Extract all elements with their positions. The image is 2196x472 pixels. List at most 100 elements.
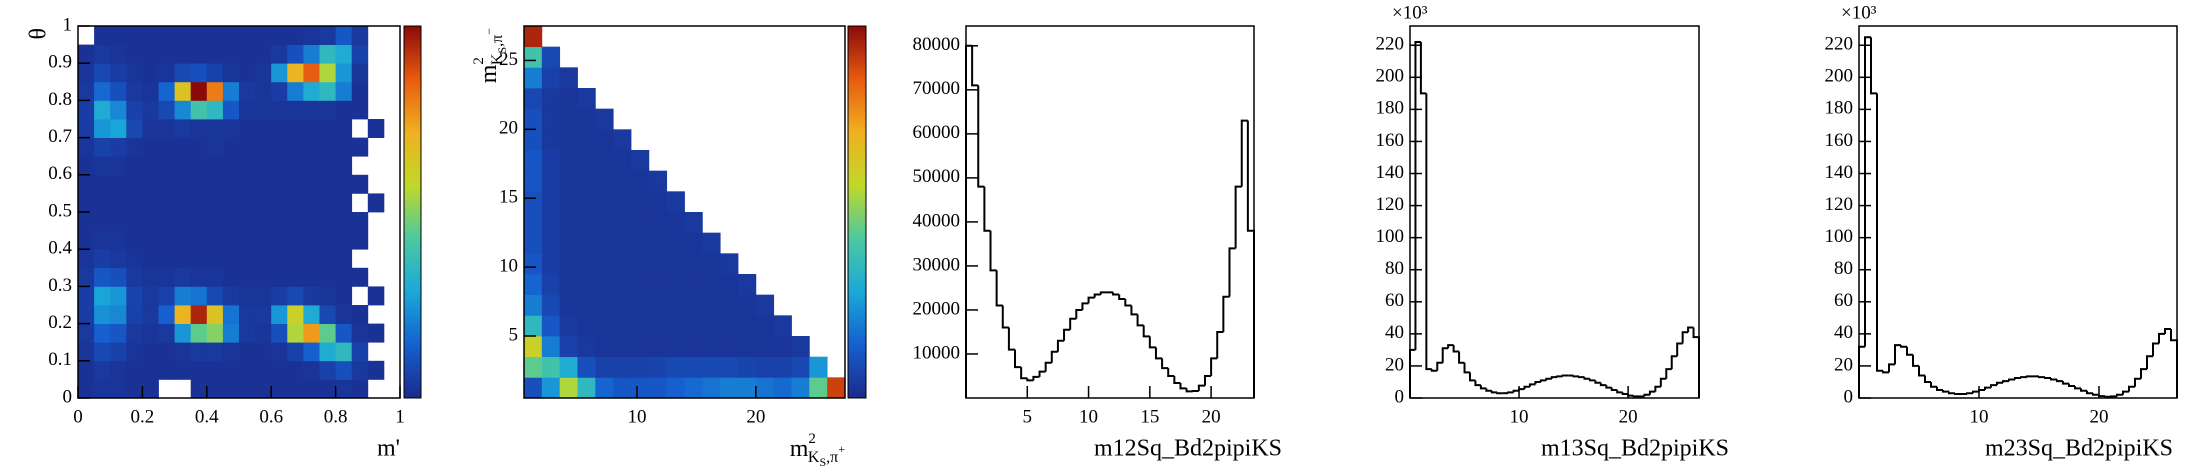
- heatmap-cell: [174, 267, 192, 287]
- heatmap-cell: [271, 249, 288, 269]
- heatmap-cell: [255, 174, 272, 194]
- heatmap-cell: [595, 212, 614, 234]
- heatmap-cell: [158, 360, 175, 380]
- heatmap-cell: [702, 377, 721, 399]
- heatmap-cell: [559, 150, 578, 172]
- heatmap-cell: [271, 156, 288, 176]
- heatmap-cell: [271, 267, 288, 287]
- heatmap-cell: [773, 356, 792, 378]
- heatmap-cell: [206, 119, 224, 138]
- heatmap-cell: [524, 46, 543, 68]
- heatmap-cell: [335, 137, 353, 157]
- heatmap-cell: [524, 294, 543, 316]
- histogram-bin: [1032, 375, 1040, 381]
- heatmap-cell: [666, 336, 685, 358]
- histogram-bin: [1161, 358, 1169, 370]
- heatmap-cell: [613, 191, 632, 213]
- heatmap-cell: [335, 323, 353, 343]
- histogram-bin: [1990, 384, 1997, 388]
- heatmap-cell: [126, 379, 143, 399]
- heatmap-cell: [319, 63, 336, 83]
- histogram-bin: [977, 85, 985, 188]
- y-tick-label: 40: [1834, 322, 1853, 343]
- heatmap-cell: [206, 286, 224, 306]
- heatmap-cell: [222, 156, 240, 176]
- heatmap-cell: [142, 63, 159, 83]
- heatmap-cell: [190, 323, 208, 343]
- y-tick-label: 15: [499, 187, 518, 208]
- y-tick-label: 70000: [913, 78, 961, 99]
- histogram-bin: [1081, 302, 1089, 310]
- histogram-bin: [995, 270, 1003, 307]
- heatmap-cell: [271, 119, 288, 138]
- histogram-bin: [1179, 383, 1187, 390]
- heatmap-cell: [110, 156, 127, 176]
- y-tick-label: 0: [1395, 386, 1405, 407]
- histogram-bin: [1930, 381, 1937, 388]
- axis-label-part: K: [808, 449, 820, 466]
- heatmap-cell: [319, 44, 336, 64]
- heatmap-cell: [94, 267, 111, 287]
- heatmap-cell: [303, 360, 320, 380]
- histogram-bin: [1659, 377, 1667, 387]
- heatmap-cell: [94, 156, 111, 176]
- heatmap-cell: [174, 193, 192, 213]
- heatmap-cell: [110, 26, 127, 45]
- heatmap-cell: [239, 379, 256, 399]
- y-tick-label: 60000: [913, 122, 961, 143]
- histogram-bin: [1588, 378, 1596, 382]
- heatmap-cell: [335, 267, 353, 287]
- heatmap-cell: [222, 360, 240, 380]
- heatmap-cell: [271, 81, 288, 101]
- heatmap-cell: [577, 336, 596, 358]
- heatmap-cell: [126, 267, 143, 287]
- histogram-bin: [2086, 390, 2093, 395]
- heatmap-cell: [78, 63, 95, 83]
- heatmap-cell: [648, 191, 668, 213]
- heatmap-cell: [158, 305, 175, 324]
- heatmap-cell: [206, 100, 224, 120]
- heatmap-cell: [190, 63, 208, 83]
- heatmap-cell: [158, 81, 175, 101]
- heatmap-cell: [110, 100, 127, 120]
- heatmap-cell: [190, 137, 208, 157]
- histogram-bin: [1578, 376, 1585, 379]
- heatmap-cell: [174, 81, 192, 101]
- heatmap-cell: [271, 63, 288, 83]
- heatmap-cell: [287, 249, 304, 269]
- y-tick-label: 180: [1825, 98, 1854, 119]
- heatmap-cell: [559, 294, 578, 316]
- heatmap-cell: [239, 323, 256, 343]
- y-tick-label: 180: [1376, 98, 1405, 119]
- heatmap-cell: [94, 137, 111, 157]
- heatmap-cell: [559, 129, 578, 151]
- heatmap-cell: [158, 230, 175, 250]
- heatmap-cell: [239, 81, 256, 101]
- heatmap-cell: [142, 230, 159, 250]
- heatmap-cell: [190, 379, 208, 399]
- heatmap-cell: [595, 294, 614, 316]
- heatmap-cell: [319, 212, 336, 231]
- histogram-bin: [1918, 365, 1925, 377]
- y-tick-label: 100: [1825, 226, 1854, 247]
- y-tick-label: 120: [1825, 194, 1854, 215]
- heatmap-cell: [206, 81, 224, 101]
- heatmap-cell: [287, 26, 304, 45]
- y-tick-label: 0.3: [48, 275, 72, 296]
- heatmap-cell: [126, 360, 143, 380]
- heatmap-cell: [335, 81, 353, 101]
- heatmap-cell: [613, 253, 632, 275]
- heatmap-cell: [206, 305, 224, 324]
- heatmap-cell: [94, 286, 111, 306]
- histogram-bin: [2134, 377, 2141, 387]
- heatmap-cell: [206, 63, 224, 83]
- axis-label-part: −: [482, 28, 496, 35]
- x-tick-label: 20: [1619, 406, 1638, 427]
- heatmap-cell: [255, 156, 272, 176]
- heatmap-cell: [126, 342, 143, 362]
- heatmap-cell: [142, 81, 159, 101]
- histogram-bin: [1050, 350, 1058, 363]
- heatmap-cell: [684, 377, 703, 399]
- heatmap-cell: [255, 26, 272, 45]
- heatmap-cell: [142, 342, 159, 362]
